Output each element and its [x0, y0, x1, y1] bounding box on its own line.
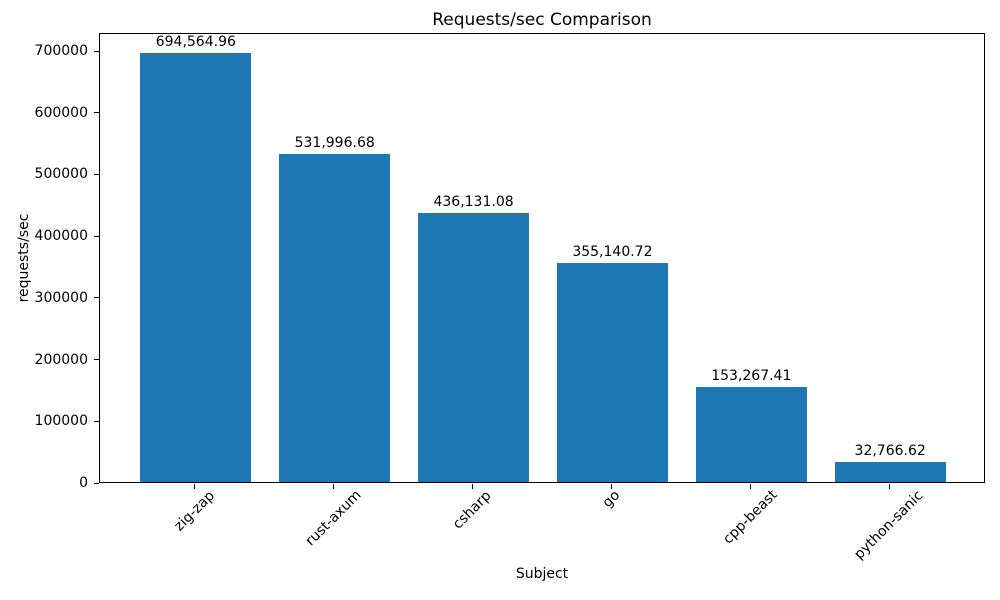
x-tick-mark — [472, 484, 474, 489]
bar-value-label: 436,131.08 — [433, 193, 514, 210]
bar — [140, 53, 252, 482]
bar-value-label: 531,996.68 — [294, 134, 375, 151]
y-tick-mark — [94, 173, 99, 175]
x-tick-mark — [888, 484, 890, 489]
x-tick-mark — [333, 484, 335, 489]
x-tick-label: go — [599, 487, 624, 511]
y-tick-mark — [94, 112, 99, 114]
bar-value-label: 694,564.96 — [155, 34, 236, 51]
y-tick-label: 300000 — [34, 289, 88, 306]
bar-value-label: 153,267.41 — [711, 368, 792, 385]
y-tick-label: 700000 — [34, 43, 88, 60]
x-axis-label: Subject — [515, 566, 569, 582]
y-tick-label: 400000 — [34, 228, 88, 245]
plot-area: 694,564.96 531,996.68 436,131.08 355,140.72… — [99, 33, 985, 483]
bar — [834, 461, 946, 482]
y-tick-label: 600000 — [34, 104, 88, 121]
bar — [556, 262, 668, 482]
y-tick-label: 200000 — [34, 351, 88, 368]
x-tick-label: cpp-beast — [719, 487, 781, 548]
y-tick-mark — [94, 420, 99, 422]
y-tick-mark — [94, 482, 99, 484]
x-tick-mark — [194, 484, 196, 489]
y-tick-mark — [94, 50, 99, 52]
y-tick-label: 0 — [79, 475, 88, 491]
bar-value-label: 355,140.72 — [572, 243, 653, 260]
x-tick-label: csharp — [449, 487, 495, 533]
y-axis-label: requests/sec — [16, 213, 32, 303]
x-tick-label: rust-axum — [302, 487, 365, 550]
x-tick-label: zig-zap — [171, 487, 218, 535]
bar — [279, 153, 391, 482]
chart-title: Requests/sec Comparison — [432, 10, 652, 30]
bar — [695, 387, 807, 482]
y-tick-mark — [94, 297, 99, 299]
y-tick-label: 500000 — [34, 166, 88, 183]
y-tick-mark — [94, 359, 99, 361]
x-tick-label: python-sanic — [851, 487, 927, 563]
x-tick-mark — [610, 484, 612, 489]
bar — [418, 212, 530, 482]
y-tick-mark — [94, 235, 99, 237]
x-tick-mark — [749, 484, 751, 489]
y-tick-label: 100000 — [34, 413, 88, 430]
bar-value-label: 32,766.62 — [854, 442, 926, 459]
